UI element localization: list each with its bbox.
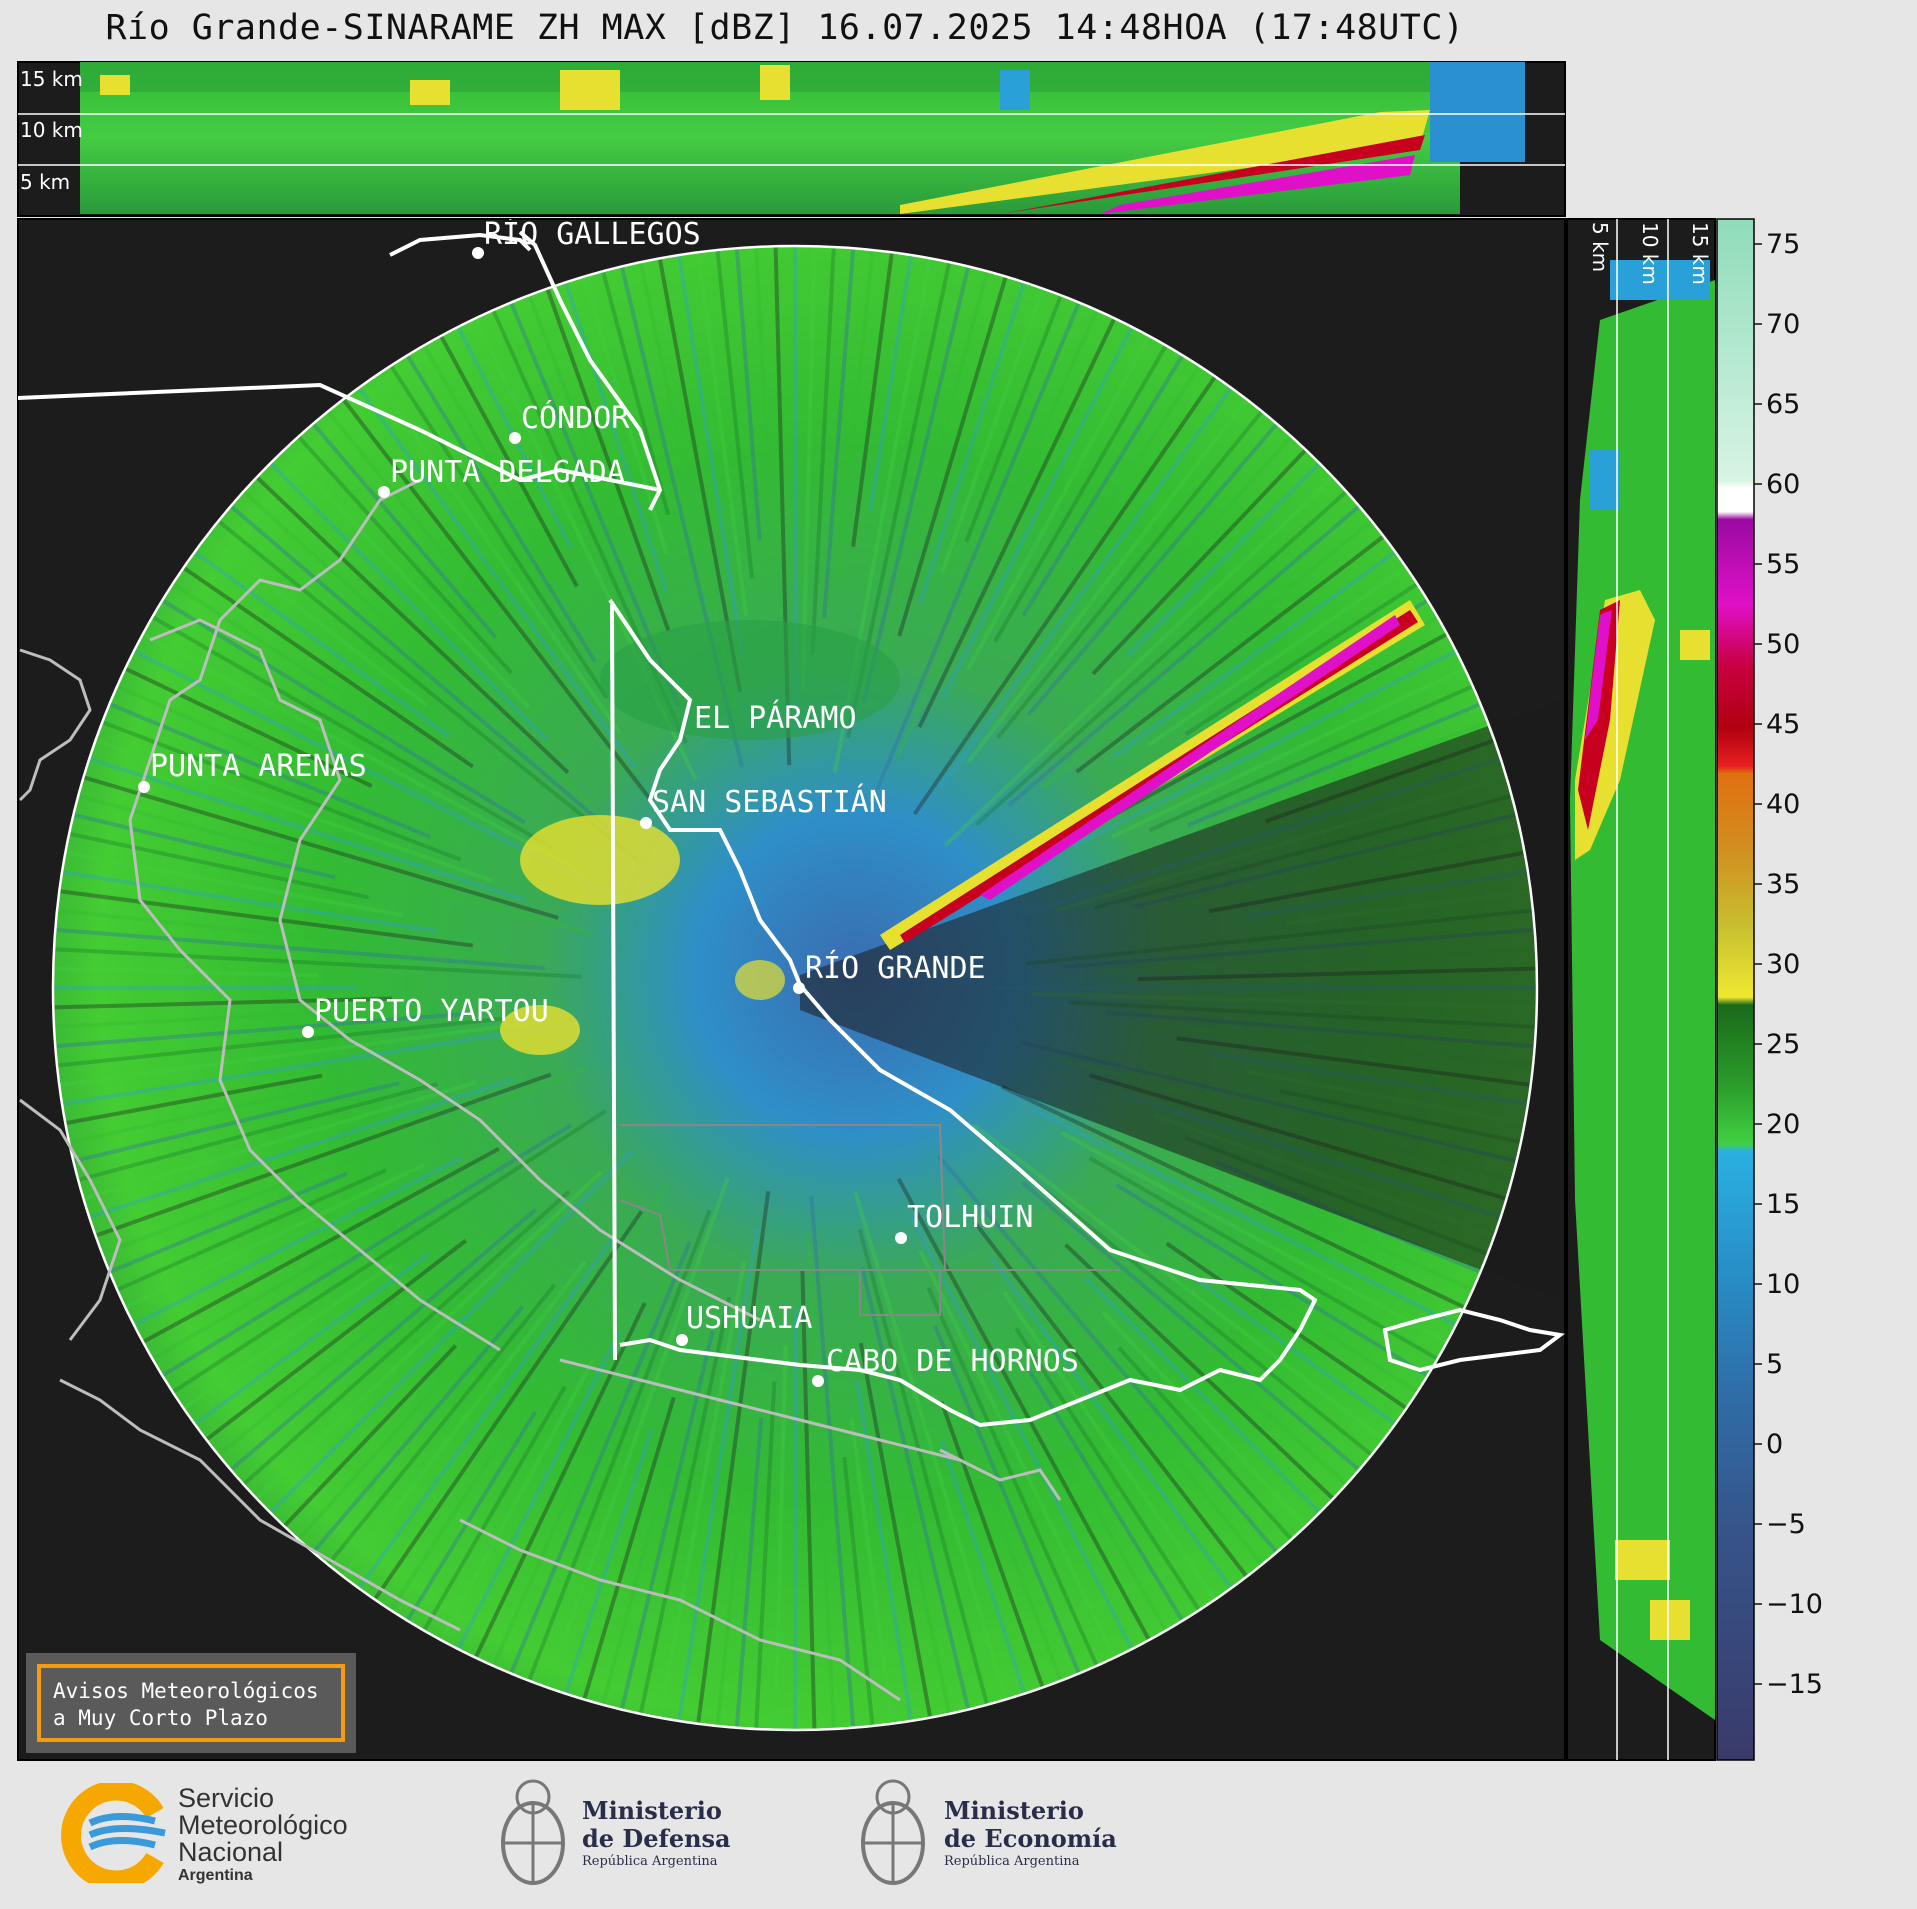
label-el-paramo: EL PÁRAMO: [694, 700, 857, 736]
colorbar-tick-label: −15: [1766, 1669, 1823, 1700]
marker-rio-grande: [793, 982, 805, 994]
top-cross-section-panel: 15 km 10 km 5 km: [17, 61, 1566, 217]
colorbar-tick-label: 40: [1766, 789, 1800, 820]
colorbar-tick-label: 50: [1766, 629, 1800, 660]
colorbar-tick-label: 45: [1766, 709, 1800, 740]
side-cross-section-panel: 5 km 10 km 15 km: [1566, 218, 1716, 1761]
marker-condor: [509, 432, 521, 444]
colorbar-tick-label: 35: [1766, 869, 1800, 900]
marker-punta-delgada: [378, 486, 390, 498]
defensa-line-2: de Defensa: [582, 1824, 731, 1853]
label-ushuaia: USHUAIA: [686, 1301, 812, 1336]
label-san-sebastian: SAN SEBASTIÁN: [652, 784, 887, 820]
label-puerto-yartou: PUERTO YARTOU: [314, 994, 549, 1029]
defensa-line-1: Ministerio: [582, 1796, 722, 1825]
marker-rio-gallegos: [472, 247, 484, 259]
colorbar-tick-label: 25: [1766, 1029, 1800, 1060]
economia-line-1: Ministerio: [944, 1796, 1084, 1825]
place-markers: [138, 247, 907, 1387]
marker-tolhuin: [895, 1232, 907, 1244]
colorbar-tick-label: 15: [1766, 1189, 1800, 1220]
top-km-label-15: 15 km: [20, 67, 83, 91]
label-punta-delgada: PUNTA DELGADA: [390, 455, 625, 490]
side-km-label-15: 15 km: [1688, 222, 1712, 285]
marker-cabo-de-hornos: [812, 1375, 824, 1387]
label-rio-grande: RÍO GRANDE: [805, 950, 986, 986]
smn-line-3: Nacional: [178, 1837, 284, 1867]
economia-line-2: de Economía: [944, 1824, 1117, 1853]
economia-line-3: República Argentina: [944, 1854, 1080, 1869]
smn-line-2: Meteorológico: [178, 1810, 348, 1840]
colorbar-tick-label: 0: [1766, 1429, 1783, 1460]
colorbar-tick-label: 20: [1766, 1109, 1800, 1140]
marker-punta-arenas: [138, 781, 150, 793]
coat-of-arms-icon-economia: [861, 1779, 925, 1885]
notice-badge[interactable]: Avisos Meteorológicos a Muy Corto Plazo: [26, 1653, 356, 1753]
boundaries: [18, 230, 1565, 1428]
colorbar-tick-label: 65: [1766, 389, 1800, 420]
marker-san-sebastian: [640, 817, 652, 829]
colorbar-tick-label: 75: [1766, 229, 1800, 260]
side-km-label-10: 10 km: [1638, 222, 1662, 285]
marker-puerto-yartou: [302, 1026, 314, 1038]
notice-line-1: Avisos Meteorológicos: [53, 1679, 319, 1703]
notice-line-2: a Muy Corto Plazo: [53, 1706, 268, 1730]
range-ring: [51, 244, 1539, 1732]
radar-map-panel: RÍO GALLEGOS CÓNDOR PUNTA DELGADA PUNTA …: [17, 216, 1566, 1761]
map-title: Río Grande-SINARAME ZH MAX [dBZ] 16.07.2…: [105, 8, 1465, 48]
footer-logos: Servicio Meteorológico Nacional Argentin…: [0, 1755, 1917, 1909]
side-km-label-5: 5 km: [1588, 222, 1612, 272]
colorbar-tick-label: 55: [1766, 549, 1800, 580]
marker-ushuaia: [676, 1334, 688, 1346]
coastlines: [18, 478, 1062, 1702]
colorbar-tick-label: −5: [1766, 1509, 1806, 1540]
defensa-line-3: República Argentina: [582, 1854, 718, 1869]
colorbar-tick-label: 70: [1766, 309, 1800, 340]
colorbar-tick-label: 60: [1766, 469, 1800, 500]
coat-of-arms-icon-defensa: [501, 1779, 565, 1885]
province-limits: [619, 1124, 1120, 1316]
colorbar-tick-label: −10: [1766, 1589, 1823, 1620]
top-km-label-10: 10 km: [20, 118, 83, 142]
place-labels: RÍO GALLEGOS CÓNDOR PUNTA DELGADA PUNTA …: [150, 216, 1079, 1379]
colorbar-tick-label: 5: [1766, 1349, 1783, 1380]
smn-line-1: Servicio: [178, 1783, 275, 1813]
label-rio-gallegos: RÍO GALLEGOS: [484, 216, 701, 252]
label-tolhuin: TOLHUIN: [907, 1200, 1033, 1235]
label-condor: CÓNDOR: [521, 399, 630, 436]
colorbar-tick-label: 30: [1766, 949, 1800, 980]
top-km-label-5: 5 km: [20, 170, 70, 194]
smn-line-4: Argentina: [178, 1867, 253, 1884]
colorbar-tick-label: 10: [1766, 1269, 1800, 1300]
label-punta-arenas: PUNTA ARENAS: [150, 749, 367, 784]
label-cabo-de-hornos: CABO DE HORNOS: [826, 1344, 1079, 1379]
smn-logo-icon: [61, 1783, 166, 1883]
